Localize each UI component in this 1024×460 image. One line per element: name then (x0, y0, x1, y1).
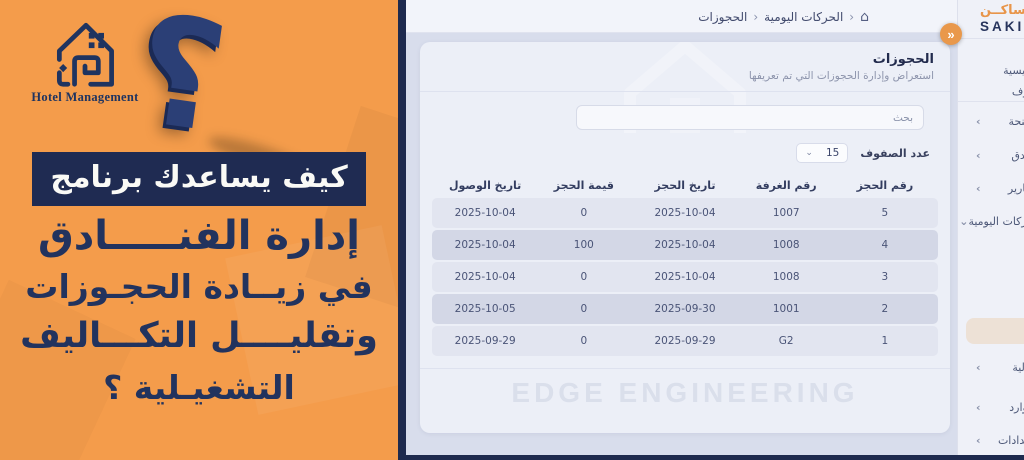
rows-per-page-select[interactable]: 15 ⌄ (796, 143, 849, 163)
sidebar-item-daily-movements[interactable]: الحركات اليومية ⌄ (959, 214, 1024, 228)
table-row[interactable]: 3 1008 2025-10-04 0 2025-10-04 (432, 262, 938, 292)
promo-panel: Hotel Management ? كيف يساعدك برنامج إدا… (0, 0, 398, 460)
sidebar-divider (958, 38, 1024, 39)
col-booking-date: تاريخ الحجز (654, 178, 716, 192)
home-icon[interactable]: ⌂ (860, 8, 869, 25)
house-logo-icon (26, 12, 144, 88)
chevron-collapsed-icon: › (976, 360, 981, 374)
hotel-management-logo: Hotel Management (26, 12, 144, 105)
table-header-row: رقم الحجز رقم الغرفة تاريخ الحجز قيمة ال… (432, 172, 938, 198)
sidebar-item-suites[interactable]: الأجنحة › (976, 114, 1024, 128)
logo-caption: Hotel Management (31, 90, 139, 104)
table-row[interactable]: 5 1007 2025-10-04 0 2025-10-04 (432, 198, 938, 228)
table-row[interactable]: 1 G2 2025-09-29 0 2025-09-29 (432, 326, 938, 356)
sidebar-item-rooms[interactable]: الغرف (1011, 84, 1024, 98)
col-booking-number: رقم الحجز (856, 178, 914, 192)
sidebar-item-settings[interactable]: الإعدادات › (976, 433, 1024, 447)
sidebar-item-finance[interactable]: المالية › (976, 360, 1024, 374)
sidebar-item-home[interactable]: الرئيسية (1003, 63, 1024, 77)
sidebar: ساكــن SAKIN الرئيسية الغرف الأجنحة › ال… (957, 0, 1024, 455)
col-room-number: رقم الغرفة (755, 178, 817, 192)
page-subtitle: استعراض وإدارة الحجوزات التي تم تعريفها (748, 70, 934, 82)
collapse-icon: « (947, 26, 955, 42)
sidebar-item-resources[interactable]: الموارد › (976, 400, 1024, 414)
headline: كيف يساعدك برنامج إدارة الفنـــــادق في … (0, 152, 398, 408)
chevron-collapsed-icon: › (976, 400, 981, 414)
rows-per-page-value: 15 (825, 147, 840, 159)
reservations-table: رقم الحجز رقم الغرفة تاريخ الحجز قيمة ال… (432, 172, 938, 356)
rows-per-page-label: عدد الصفوف (860, 146, 930, 160)
breadcrumb: ⌂ ‹ الحركات اليومية ‹ الحجوزات (698, 0, 869, 33)
sidebar-item-hotel[interactable]: الفندق › (976, 148, 1024, 162)
breadcrumb-separator-icon: ‹ (849, 9, 855, 24)
col-arrival-date: تاريخ الوصول (448, 178, 522, 192)
app-screenshot-frame: ⌂ ‹ الحركات اليومية ‹ الحجوزات « ساكــن … (398, 0, 1024, 460)
chevron-collapsed-icon: › (976, 148, 981, 162)
brand-arabic: ساكــن (980, 3, 1024, 18)
chevron-down-icon: ⌄ (805, 148, 813, 158)
brand-english: SAKIN (980, 19, 1024, 34)
chevron-collapsed-icon: › (976, 181, 981, 195)
search-input[interactable] (576, 105, 924, 130)
headline-line3: في زيــادة الحجـوزات (25, 266, 373, 306)
card-divider (420, 368, 950, 369)
reservations-card: الحجوزات استعراض وإدارة الحجوزات التي تم… (420, 42, 950, 433)
col-booking-value: قيمة الحجز (553, 178, 614, 192)
chevron-collapsed-icon: › (976, 114, 981, 128)
app-window: ⌂ ‹ الحركات اليومية ‹ الحجوزات « ساكــن … (406, 0, 1024, 455)
breadcrumb-separator-icon: ‹ (753, 9, 759, 24)
sidebar-collapse-button[interactable]: « (940, 23, 962, 45)
app-header: ⌂ ‹ الحركات اليومية ‹ الحجوزات (406, 0, 957, 33)
headline-line1: كيف يساعدك برنامج (32, 152, 366, 206)
edge-engineering-watermark: EDGE ENGINEERING (511, 377, 859, 408)
headline-line5: التشغيـلية ؟ (103, 367, 295, 407)
table-row[interactable]: 4 1008 2025-10-04 100 2025-10-04 (432, 230, 938, 260)
sidebar-divider (958, 101, 1024, 102)
sidebar-item-reports[interactable]: التقارير › (976, 181, 1024, 195)
table-row[interactable]: 2 1001 2025-09-30 0 2025-10-05 (432, 294, 938, 324)
headline-line4: وتقليــــل التكـــاليف (20, 315, 378, 356)
breadcrumb-item-daily-movements[interactable]: الحركات اليومية (764, 9, 844, 24)
search-row (420, 92, 950, 130)
page-title: الحجوزات (872, 52, 934, 67)
sidebar-item-reservations-active[interactable]: الحجوزات (966, 318, 1024, 344)
chevron-collapsed-icon: › (976, 433, 981, 447)
rows-per-page-control: عدد الصفوف 15 ⌄ (420, 130, 950, 163)
card-header: الحجوزات استعراض وإدارة الحجوزات التي تم… (420, 42, 950, 92)
chevron-expanded-icon: ⌄ (959, 214, 969, 228)
headline-line2: إدارة الفنـــــادق (37, 212, 361, 259)
breadcrumb-item-reservations[interactable]: الحجوزات (698, 9, 748, 24)
